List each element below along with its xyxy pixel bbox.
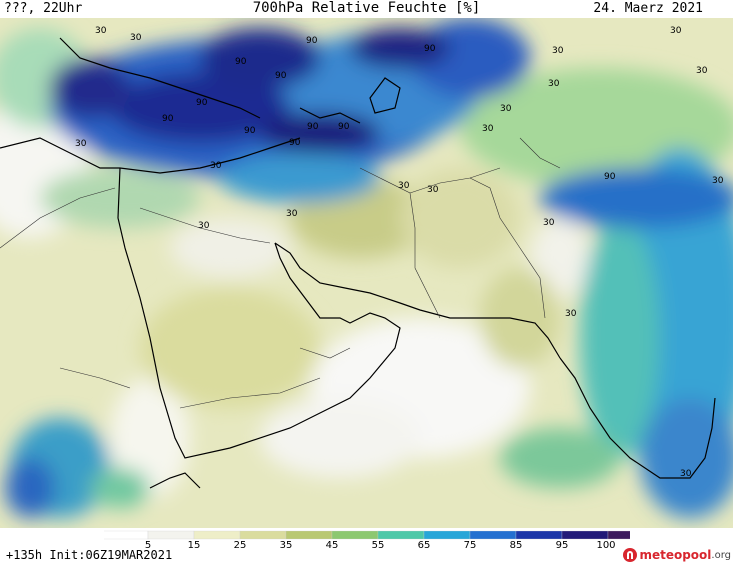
contour-label: 90 [307,122,319,132]
contour-label: 90 [424,44,436,54]
scale-tick: 65 [417,540,431,551]
contour-label: 30 [670,26,682,36]
coastlines [0,37,716,489]
scale-tick: 100 [596,540,616,551]
scale-tick: 85 [509,540,523,551]
scale-tick: 15 [187,540,201,551]
contour-label: 30 [543,218,555,228]
scale-swatch [607,530,630,540]
scale-tick: 25 [233,540,247,551]
map-canvas: 30 30 30 30 30 30 30 30 30 30 30 30 30 3… [0,18,733,528]
header: ???, 22Uhr 700hPa Relative Feuchte [%] 2… [0,0,733,18]
contour-label: 30 [398,181,410,191]
contour-label: 30 [500,104,512,114]
scale-swatch [423,530,471,540]
scale-tick: 75 [463,540,477,551]
borders [0,137,561,409]
scale-tick: 35 [279,540,293,551]
contour-label: 30 [565,309,577,319]
brand-domain: .org [711,549,731,561]
model-run-info: +135h Init:06Z19MAR2021 [6,548,173,562]
scale-swatch [377,530,425,540]
contour-label: 90 [196,98,208,108]
footer: 5 15 25 35 45 55 65 75 85 95 100 +135h I… [0,528,733,566]
scale-tick: 5 [144,540,152,551]
color-scale-labels: 5 15 25 35 45 55 65 75 85 95 100 [0,540,733,554]
scale-swatch [285,530,333,540]
contour-label: 90 [289,138,301,148]
contour-label: 30 [75,139,87,149]
scale-tick: 95 [555,540,569,551]
scale-swatch [469,530,517,540]
humidity-field [0,18,733,518]
contour-label: 90 [604,172,616,182]
contour-label: 90 [162,114,174,124]
scale-swatch [239,530,287,540]
map-title: 700hPa Relative Feuchte [%] [252,0,481,16]
scale-tick: 45 [325,540,339,551]
scale-swatch [515,530,563,540]
valid-date-label: 24. Maerz 2021 [593,1,703,16]
humidity-map: 30 30 30 30 30 30 30 30 30 30 30 30 30 3… [0,18,733,528]
contour-label: 30 [548,79,560,89]
contour-labels: 30 30 30 30 30 30 30 30 30 30 30 30 30 3… [75,26,724,479]
contour-label: 30 [130,33,142,43]
contour-label: 30 [95,26,107,36]
contour-label: 90 [275,71,287,81]
contour-label: 30 [210,161,222,171]
contour-label: 90 [338,122,350,132]
scale-swatch [331,530,379,540]
contour-label: 30 [680,469,692,479]
contour-label: 30 [552,46,564,56]
scale-tick: 55 [371,540,385,551]
contour-label: 30 [482,124,494,134]
scale-swatch [193,530,241,540]
contour-label: 90 [306,36,318,46]
scale-swatch [104,530,149,540]
scale-swatch [147,530,195,540]
scale-swatch [561,530,609,540]
contour-label: 30 [712,176,724,186]
contour-label: 30 [696,66,708,76]
contour-label: 30 [286,209,298,219]
valid-time-label: ???, 22Uhr [4,1,83,16]
contour-label: 90 [244,126,256,136]
meteopool-logo[interactable]: meteopool .org [623,546,731,564]
contour-label: 30 [427,185,439,195]
brand-name: meteopool [639,548,712,562]
meteopool-logo-icon [623,548,638,562]
contour-label: 90 [235,57,247,67]
contour-label: 30 [198,221,210,231]
color-scale-bar [104,530,630,540]
